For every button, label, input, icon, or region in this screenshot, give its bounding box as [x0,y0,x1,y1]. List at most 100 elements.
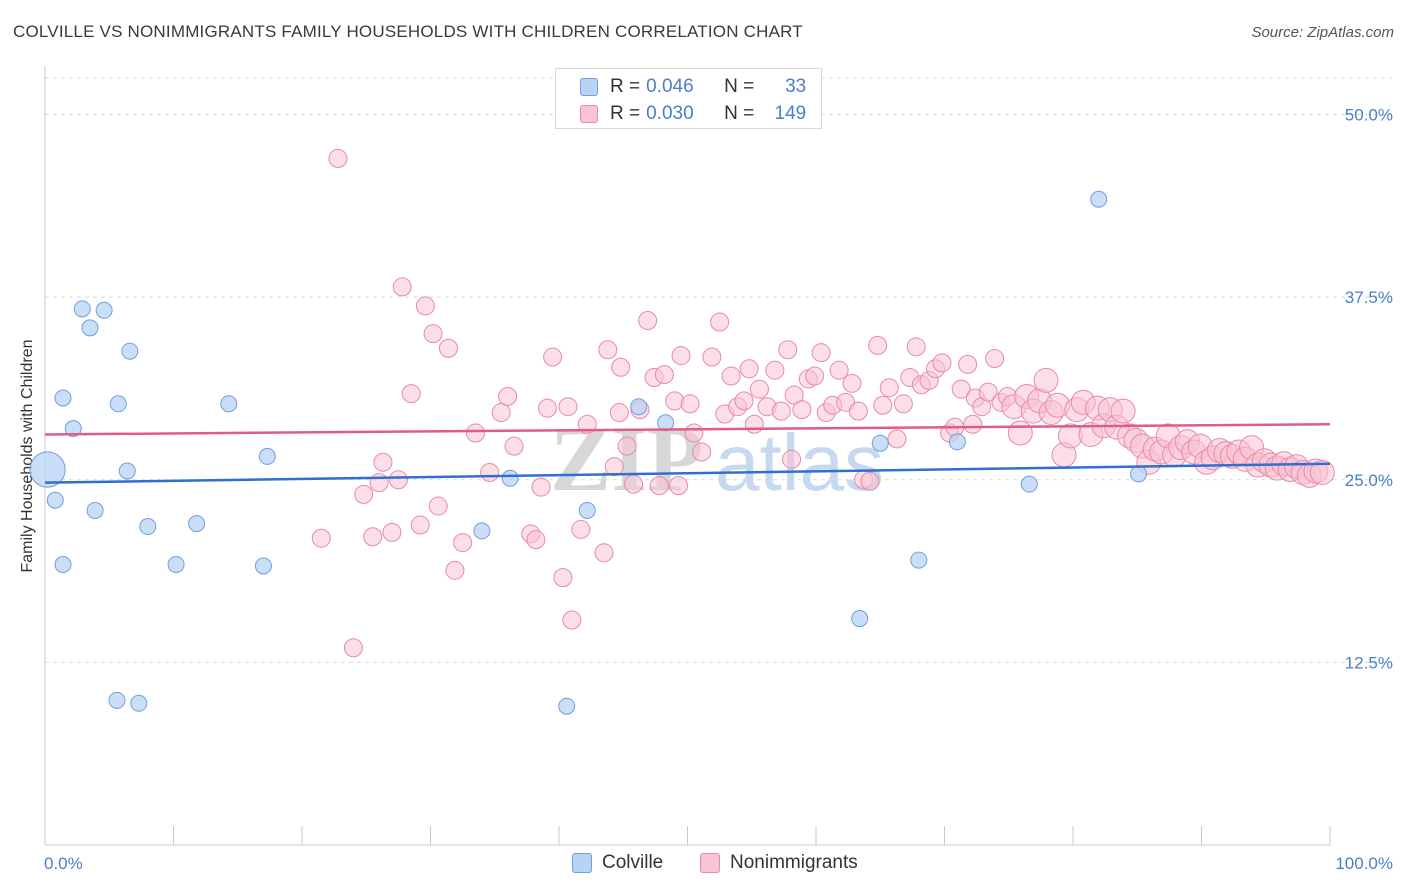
colville-swatch [580,78,598,96]
legend-item-nonimmigrants[interactable]: Nonimmigrants [700,852,858,874]
colville-point [46,491,64,509]
nonimmigrants-point [571,519,591,539]
nonimmigrants-point [531,477,551,497]
colville-point [81,319,99,337]
colville-point [139,518,157,536]
correlation-legend: R = 0.046 N = 33 R = 0.030 N = 149 [555,68,822,129]
nonimmigrants-point [553,568,573,588]
nonimmigrants-point [624,474,644,494]
nonimmigrants-point [465,423,485,443]
colville-point [501,469,519,487]
nonimmigrants-point [428,496,448,516]
nonimmigrants-point [369,473,389,493]
nonimmigrants-point [932,353,952,373]
colville-point [29,451,66,488]
nonimmigrants-point [951,379,971,399]
nonimmigrants-point [792,400,812,420]
nonimmigrants-point [985,349,1005,369]
colville-point [86,501,104,519]
nonimmigrants-point [363,527,383,547]
x-tick-label: 0.0% [44,854,83,873]
nonimmigrants-point [401,384,421,404]
nonimmigrants-point [638,311,658,331]
nonimmigrants-point [354,484,374,504]
colville-point [54,389,72,407]
nonimmigrants-point [868,335,888,355]
colville-point [254,557,272,575]
nonimmigrants-point [702,347,722,367]
nonimmigrants-point [1309,459,1335,485]
nonimmigrants-point [388,470,408,490]
nonimmigrants-point [654,365,674,385]
nonimmigrants-point [328,148,348,168]
colville-point [64,420,82,438]
colville-point [1020,475,1038,493]
nonimmigrants-point [860,471,880,491]
nonimmigrants-point [893,394,913,414]
nonimmigrants-point [438,338,458,358]
n-label: N = [724,103,755,124]
nonimmigrants-point [543,347,563,367]
colville-point [578,501,596,519]
colville-point [167,555,185,573]
nonimmigrants-point [392,277,412,297]
y-tick-label: 37.5% [1345,288,1393,307]
nonimmigrants-point [710,312,730,332]
nonimmigrants-point [848,401,868,421]
nonimmigrants-point [978,382,998,402]
r-value: 0.046 [646,76,694,97]
nonimmigrants-point [879,378,899,398]
colville-point [657,414,675,432]
colville-point [258,447,276,465]
chart-title: COLVILLE VS NONIMMIGRANTS FAMILY HOUSEHO… [13,22,803,41]
nonimmigrants-point [906,337,926,357]
nonimmigrants-point [498,386,518,406]
colville-point [1090,190,1108,208]
nonimmigrants-point [604,457,624,477]
nonimmigrants-point [649,476,669,496]
nonimmigrants-point [805,366,825,386]
x-tick-label: 100.0% [1335,854,1393,873]
colville-point [108,691,126,709]
nonimmigrants-point [453,533,473,553]
nonimmigrants-point [423,324,443,344]
y-tick-label: 25.0% [1345,471,1393,490]
series-nonimmigrants [311,148,1335,658]
nonimmigrants-point [415,296,435,316]
colville-point [558,697,576,715]
legend-item-colville[interactable]: Colville [572,852,663,874]
nonimmigrants-point [504,436,524,456]
nonimmigrants-point [669,476,689,496]
legend-row-colville: R = 0.046 N = 33 [556,74,806,100]
nonimmigrants-point [684,423,704,443]
nonimmigrants-point [963,414,983,434]
nonimmigrants-point [617,436,637,456]
colville-point [121,342,139,360]
nonimmigrants-point [671,346,691,366]
nonimmigrants-point [680,394,700,414]
nonimmigrants-point [526,530,546,550]
nonimmigrants-swatch [700,853,720,873]
nonimmigrants-point [343,638,363,658]
nonimmigrants-point [665,391,685,411]
colville-point [73,300,91,318]
nonimmigrants-point [734,391,754,411]
colville-point [948,433,966,451]
r-label: R = [610,103,641,124]
source-label: Source: ZipAtlas.com [1251,24,1394,41]
nonimmigrants-point [562,610,582,630]
nonimmigrants-point [744,414,764,434]
colville-point [95,301,113,319]
nonimmigrants-point [784,385,804,405]
nonimmigrants-point [491,403,511,423]
nonimmigrants-point [558,397,578,417]
nonimmigrants-point [609,403,629,423]
watermark: ZIP atlas [550,408,884,510]
r-label: R = [610,76,641,97]
legend-row-nonimmigrants: R = 0.030 N = 149 [556,101,806,127]
nonimmigrants-point [598,340,618,360]
nonimmigrants-point [1007,420,1033,446]
nonimmigrants-point [749,379,769,399]
legend-label-colville: Colville [602,852,664,873]
